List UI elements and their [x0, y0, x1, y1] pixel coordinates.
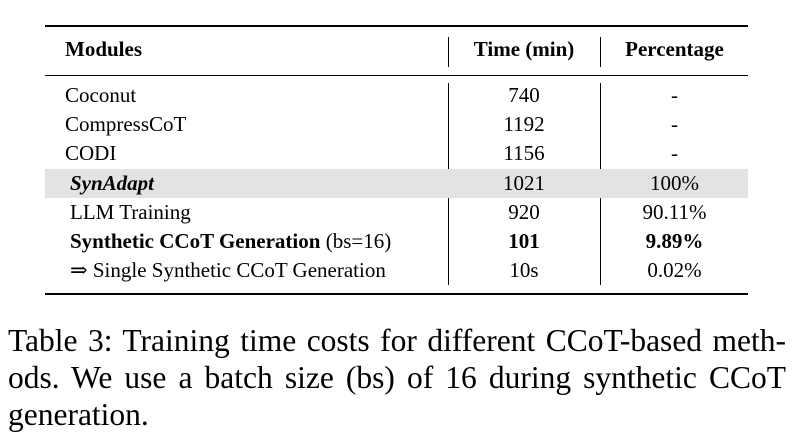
table-row: LLM Training 920 90.11%: [45, 198, 748, 227]
caption-line-3: generation.: [8, 397, 149, 432]
header-divider-2: [600, 37, 601, 67]
row-module: Synthetic CCoT Generation (bs=16): [70, 227, 391, 256]
row-percentage: 100%: [650, 171, 699, 195]
row-time: 10s: [509, 258, 539, 282]
row-module: CODI: [65, 141, 117, 165]
row-module-suffix: (bs=16): [320, 229, 392, 253]
row-percentage: -: [671, 112, 678, 136]
caption-line-1: Table 3: Training time costs for differe…: [8, 323, 786, 358]
row-percentage: -: [671, 141, 678, 165]
table-row: Coconut 740 -: [45, 81, 748, 110]
row-time: 740: [508, 83, 540, 107]
row-percentage: 90.11%: [642, 200, 707, 224]
row-time: 920: [508, 200, 540, 224]
header-modules: Modules: [65, 37, 143, 61]
row-module-bold: Synthetic CCoT Generation: [70, 229, 321, 253]
table-row: CODI 1156 -: [45, 139, 748, 168]
table-row: Synthetic CCoT Generation (bs=16) 101 9.…: [45, 227, 748, 256]
table-row: ⇒ Single Synthetic CCoT Generation 10s 0…: [45, 256, 748, 285]
row-percentage: 9.89%: [645, 229, 704, 253]
table-bottom-rule: [45, 293, 748, 295]
row-time: 101: [508, 229, 540, 253]
header-time: Time (min): [473, 37, 575, 61]
header-percentage: Percentage: [625, 37, 724, 61]
row-module: Coconut: [65, 83, 137, 107]
table-row-highlighted: SynAdapt 1021 100%: [45, 169, 748, 198]
table-header-rule: [45, 75, 748, 76]
caption-line-2: ods. We use a batch size (bs) of 16 duri…: [8, 360, 786, 395]
row-time: 1021: [503, 171, 545, 195]
row-time: 1156: [503, 141, 545, 165]
row-module: LLM Training: [70, 200, 191, 224]
row-percentage: 0.02%: [647, 258, 702, 282]
row-time: 1192: [503, 112, 545, 136]
row-module: ⇒ Single Synthetic CCoT Generation: [70, 258, 386, 282]
row-percentage: -: [671, 83, 678, 107]
table-row: CompressCoT 1192 -: [45, 110, 748, 139]
table-header-row: Modules Time (min) Percentage: [45, 35, 748, 64]
table-caption: Table 3: Training time costs for differe…: [8, 322, 786, 433]
row-module: CompressCoT: [65, 112, 187, 136]
row-module: SynAdapt: [70, 171, 155, 195]
header-divider-1: [448, 37, 449, 67]
table-top-rule: [45, 25, 748, 27]
